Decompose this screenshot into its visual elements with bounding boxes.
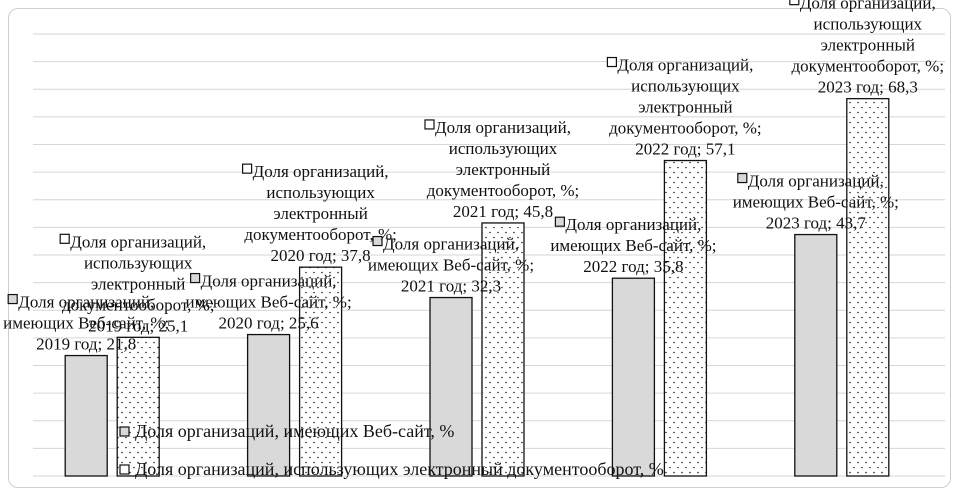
data-label-edoc-2022-год: Доля организаций, использующих электронный…: [609, 56, 762, 159]
data-label-website-2023-год: Доля организаций, имеющих Веб-сайт, %; 202…: [733, 172, 899, 233]
bar-website-2022-год: [611, 277, 656, 477]
data-labels: Доля организаций, имеющих Веб-сайт, %; 201…: [3, 0, 944, 354]
bar-edoc-2020-год: [298, 266, 343, 477]
data-label-key-icon: [7, 293, 18, 305]
data-label-key-icon: [59, 233, 70, 244]
bar-website-2019-год: [64, 354, 108, 477]
legend-label-website: Доля организаций, имеющих Веб-сайт, %: [135, 421, 454, 441]
legend-swatch-edoc: [119, 464, 130, 475]
data-label-key-icon: [424, 119, 435, 130]
bar-edoc-2022-год: [663, 159, 708, 477]
data-label-key-icon: [190, 272, 201, 284]
data-label-website-2020-год: Доля организаций, имеющих Веб-сайт, %; 202…: [186, 272, 352, 333]
legend: Доля организаций, имеющих Веб-сайт, % До…: [119, 421, 664, 479]
legend-label-edoc: Доля организаций, использующих электронн…: [135, 459, 664, 479]
data-label-edoc-2023-год: Доля организаций, использующих электронный…: [792, 0, 945, 97]
data-label-key-icon: [606, 56, 618, 68]
data-label-key-icon: [737, 172, 748, 184]
bar-edoc-2021-год: [481, 222, 525, 477]
bar-edoc-2023-год: [846, 97, 890, 477]
bar-website-2023-год: [794, 233, 838, 477]
bar-website-2021-год: [429, 296, 473, 477]
data-label-key-icon: [554, 216, 566, 227]
data-label-key-icon: [372, 235, 383, 247]
data-label-edoc-2021-год: Доля организаций, использующих электронный…: [427, 118, 580, 221]
data-label-website-2019-год: Доля организаций, имеющих Веб-сайт, %; 201…: [3, 293, 169, 354]
bar-edoc-2019-год: [116, 336, 160, 477]
data-label-website-2022-год: Доля организаций, имеющих Веб-сайт, %; 202…: [550, 215, 716, 276]
data-label-edoc-2019-год: Доля организаций, использующих электронный…: [62, 232, 215, 335]
data-label-key-icon: [242, 163, 253, 174]
legend-swatch-website: [119, 426, 130, 437]
data-label-key-icon: [789, 0, 800, 6]
data-label-edoc-2020-год: Доля организаций, использующих электронный…: [244, 162, 397, 265]
chart-frame: [8, 8, 951, 488]
data-label-website-2021-год: Доля организаций, имеющих Веб-сайт, %; 202…: [368, 235, 534, 296]
bar-website-2020-год: [246, 333, 291, 477]
bars: [64, 97, 890, 477]
